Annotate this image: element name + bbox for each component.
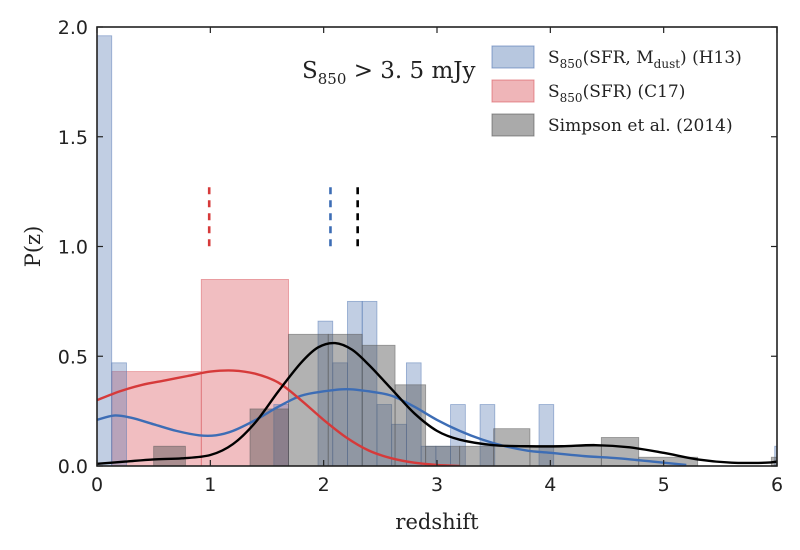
hist-bar-2-10 (600, 437, 640, 466)
kde-curve-1 (97, 369, 460, 466)
y-tick-label-3: 1.5 (58, 127, 88, 149)
legend-label-c17: S850(SFR) (C17) (548, 82, 685, 105)
flux-cut-annotation: S850 > 3. 5 mJy (302, 58, 476, 88)
x-axis-label: redshift (395, 510, 479, 534)
legend-swatch-c17 (491, 79, 535, 103)
hist-bar-2-6 (425, 445, 461, 466)
x-tick-label-2: 2 (318, 474, 330, 496)
hist-bar-2-11 (638, 456, 699, 466)
x-tick-label-6: 6 (771, 474, 783, 496)
kde-curve-2 (97, 341, 777, 466)
hist-bar-0-15 (774, 445, 777, 466)
x-tick-label-1: 1 (204, 474, 216, 496)
hist-bar-0-14 (538, 404, 555, 466)
legend-label-h13: S850(SFR, Mdust) (H13) (548, 48, 742, 71)
anno-sub: 850 (318, 70, 347, 88)
y-tick-label-0: 0.0 (58, 456, 88, 478)
y-tick-label-1: 0.5 (58, 346, 88, 368)
y-tick-label-4: 2.0 (58, 17, 88, 39)
legend-swatch-simpson (491, 113, 535, 137)
legend-swatch-h13 (491, 45, 535, 69)
y-axis-label: P(z) (21, 226, 45, 268)
kde-curves-layer (97, 341, 777, 466)
median-markers-layer (207, 187, 359, 249)
x-tick-label-0: 0 (91, 474, 103, 496)
hist-bar-2-7 (459, 445, 495, 466)
hist-bar-0-0 (97, 35, 113, 466)
histogram-bars-layer (97, 35, 777, 466)
anno-rest: > 3. 5 mJy (346, 58, 475, 84)
x-tick-label-3: 3 (431, 474, 443, 496)
axis-ticks-layer: 0 1 2 3 4 5 6 0.0 0.5 1.0 1.5 2.0 (58, 17, 783, 496)
anno-main: S (302, 58, 318, 84)
x-tick-label-5: 5 (658, 474, 670, 496)
hist-bar-0-13 (479, 404, 496, 466)
x-tick-label-4: 4 (544, 474, 556, 496)
y-tick-label-2: 1.0 (58, 237, 88, 259)
hist-bar-2-1 (249, 408, 289, 466)
hist-bar-2-0 (153, 445, 186, 466)
legend: S850(SFR, Mdust) (H13) S850(SFR) (C17) S… (491, 45, 742, 137)
hist-bar-0-12 (450, 404, 466, 466)
legend-label-simpson: Simpson et al. (2014) (548, 116, 733, 136)
kde-curve-0 (97, 387, 687, 466)
